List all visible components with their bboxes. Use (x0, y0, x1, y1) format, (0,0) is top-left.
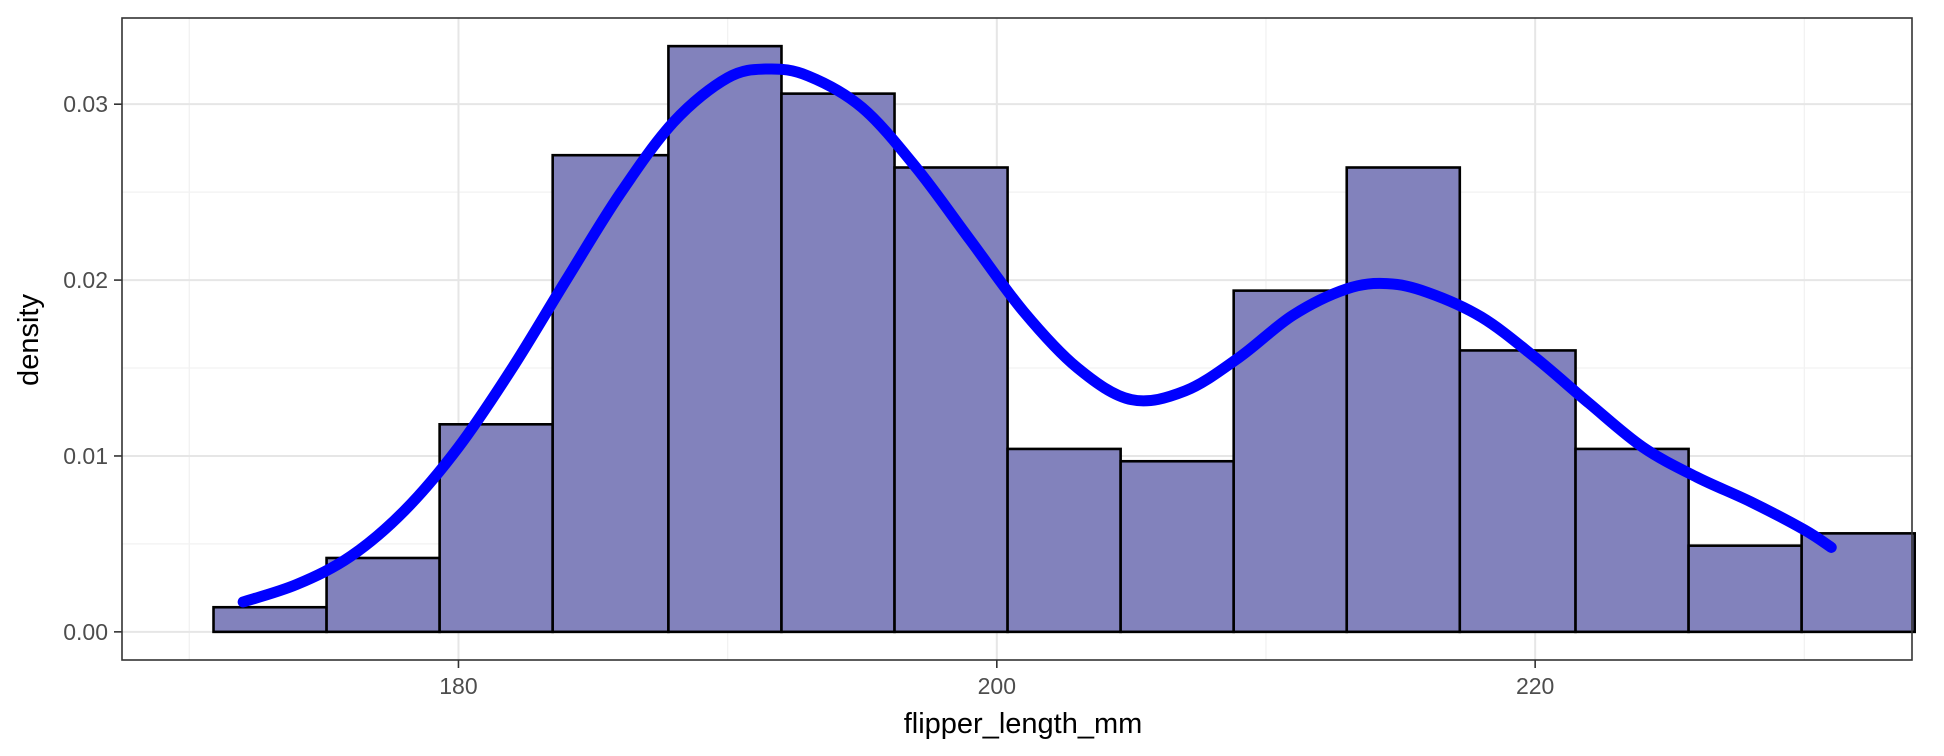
histogram-bar-6 (780, 92, 896, 634)
x-tick-label: 220 (1516, 673, 1554, 699)
y-tick-label: 0.03 (63, 91, 108, 117)
panel-border (121, 17, 1913, 661)
density-curve (237, 63, 1837, 608)
x-tick-label: 180 (439, 673, 477, 699)
histogram-bar-5 (667, 44, 783, 634)
histogram-bar-15 (1800, 532, 1916, 634)
histogram-bar-12 (1458, 349, 1577, 634)
histogram-bar-1 (212, 605, 328, 634)
x-axis-title: flipper_length_mm (904, 708, 1143, 740)
density-curve-layer (237, 63, 1837, 608)
y-axis-title: density (13, 294, 45, 386)
histogram-bar-9 (1119, 459, 1235, 634)
histogram-bar-3 (438, 423, 554, 634)
histogram-bars (212, 44, 1916, 634)
x-axis-ticks: 180 200 220 (439, 660, 1554, 699)
histogram-bar-11 (1345, 166, 1462, 634)
histogram-bar-4 (551, 153, 670, 634)
histogram-bar-7 (893, 166, 1009, 634)
histogram-bar-14 (1687, 544, 1803, 634)
histogram-bar-2 (325, 556, 441, 634)
y-tick-label: 0.00 (63, 619, 108, 645)
x-tick-label: 200 (978, 673, 1016, 699)
y-axis-ticks: 0.00 0.01 0.02 0.03 (63, 91, 122, 645)
y-tick-label: 0.02 (63, 267, 108, 293)
histogram-bar-13 (1574, 447, 1690, 634)
y-tick-label: 0.01 (63, 443, 108, 469)
histogram-bar-8 (1006, 447, 1122, 634)
